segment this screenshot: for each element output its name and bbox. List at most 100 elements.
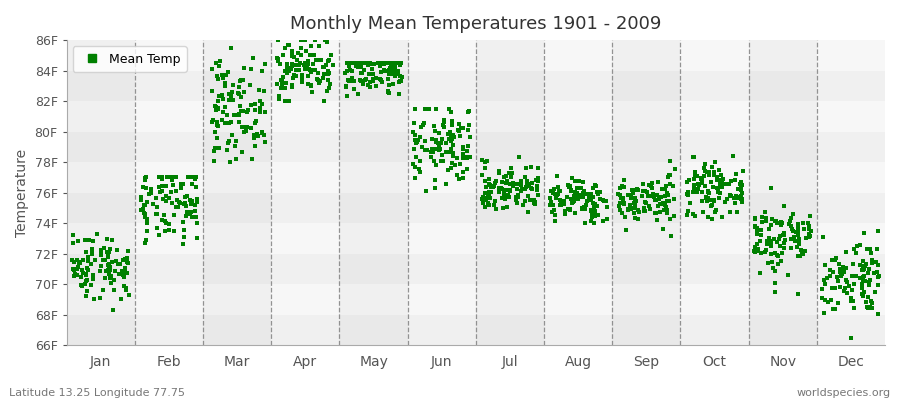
Point: [432, 144, 446, 150]
Point: [696, 209, 710, 216]
Point: [527, 200, 542, 206]
Point: [546, 202, 561, 208]
Point: [113, 296, 128, 302]
Point: [381, 76, 395, 83]
Point: [151, 174, 166, 181]
Point: [446, 118, 460, 124]
Point: [680, 179, 695, 185]
Point: [599, 198, 614, 204]
Point: [462, 122, 476, 128]
Point: [577, 188, 591, 194]
Point: [247, 135, 261, 141]
Point: [190, 220, 204, 226]
Point: [802, 230, 816, 237]
Point: [784, 222, 798, 229]
Point: [818, 262, 832, 268]
Point: [566, 196, 580, 202]
Point: [840, 264, 854, 271]
Point: [709, 207, 724, 214]
Point: [588, 203, 602, 210]
Point: [846, 246, 860, 252]
Point: [690, 172, 705, 179]
Point: [308, 37, 322, 43]
Point: [189, 214, 203, 220]
Point: [310, 76, 325, 83]
Point: [572, 192, 587, 198]
Point: [383, 60, 398, 66]
Bar: [67, 254, 885, 284]
Point: [792, 236, 806, 242]
Point: [212, 93, 226, 100]
Point: [817, 310, 832, 316]
Point: [277, 68, 292, 74]
Point: [730, 194, 744, 200]
Point: [482, 189, 497, 195]
Point: [143, 186, 157, 193]
Point: [859, 262, 873, 269]
Point: [102, 271, 116, 277]
Point: [518, 186, 533, 193]
Point: [660, 210, 674, 216]
Point: [136, 184, 150, 190]
Point: [212, 98, 226, 104]
Point: [446, 142, 460, 148]
Point: [658, 193, 672, 199]
Point: [346, 85, 361, 92]
Point: [706, 184, 720, 190]
Point: [353, 77, 367, 83]
Point: [706, 172, 721, 178]
Point: [620, 206, 634, 212]
Point: [234, 94, 248, 100]
Point: [280, 64, 294, 71]
Point: [747, 224, 761, 230]
Point: [482, 194, 496, 200]
Point: [445, 121, 459, 128]
Point: [364, 61, 378, 68]
Point: [282, 98, 296, 104]
Point: [446, 150, 460, 156]
Point: [500, 204, 514, 210]
Point: [561, 182, 575, 188]
Text: Latitude 13.25 Longitude 77.75: Latitude 13.25 Longitude 77.75: [9, 388, 185, 398]
Point: [346, 78, 360, 84]
Point: [615, 183, 629, 189]
Point: [556, 200, 571, 207]
Point: [508, 197, 523, 203]
Point: [628, 196, 643, 202]
Point: [858, 277, 872, 284]
Point: [431, 130, 446, 137]
Point: [116, 257, 130, 264]
Point: [861, 294, 876, 300]
Point: [67, 258, 81, 265]
Point: [285, 48, 300, 54]
Point: [321, 77, 336, 83]
Point: [515, 186, 529, 192]
Point: [248, 100, 263, 107]
Point: [696, 197, 710, 204]
Point: [231, 111, 246, 117]
Point: [302, 66, 317, 72]
Point: [152, 232, 166, 238]
Point: [506, 183, 520, 189]
Point: [388, 73, 402, 79]
Point: [790, 224, 805, 230]
Point: [363, 79, 377, 86]
Point: [158, 228, 172, 234]
Point: [717, 199, 732, 205]
Point: [574, 206, 589, 212]
Point: [424, 154, 438, 160]
Point: [637, 208, 652, 214]
Point: [284, 66, 298, 72]
Point: [846, 298, 860, 304]
Point: [477, 190, 491, 196]
Point: [208, 129, 222, 136]
Point: [300, 63, 314, 69]
Point: [748, 244, 762, 251]
Point: [626, 190, 640, 196]
Point: [178, 212, 193, 219]
Point: [304, 82, 319, 88]
Point: [777, 202, 791, 209]
Point: [206, 116, 220, 123]
Point: [120, 270, 134, 276]
Point: [502, 188, 517, 194]
